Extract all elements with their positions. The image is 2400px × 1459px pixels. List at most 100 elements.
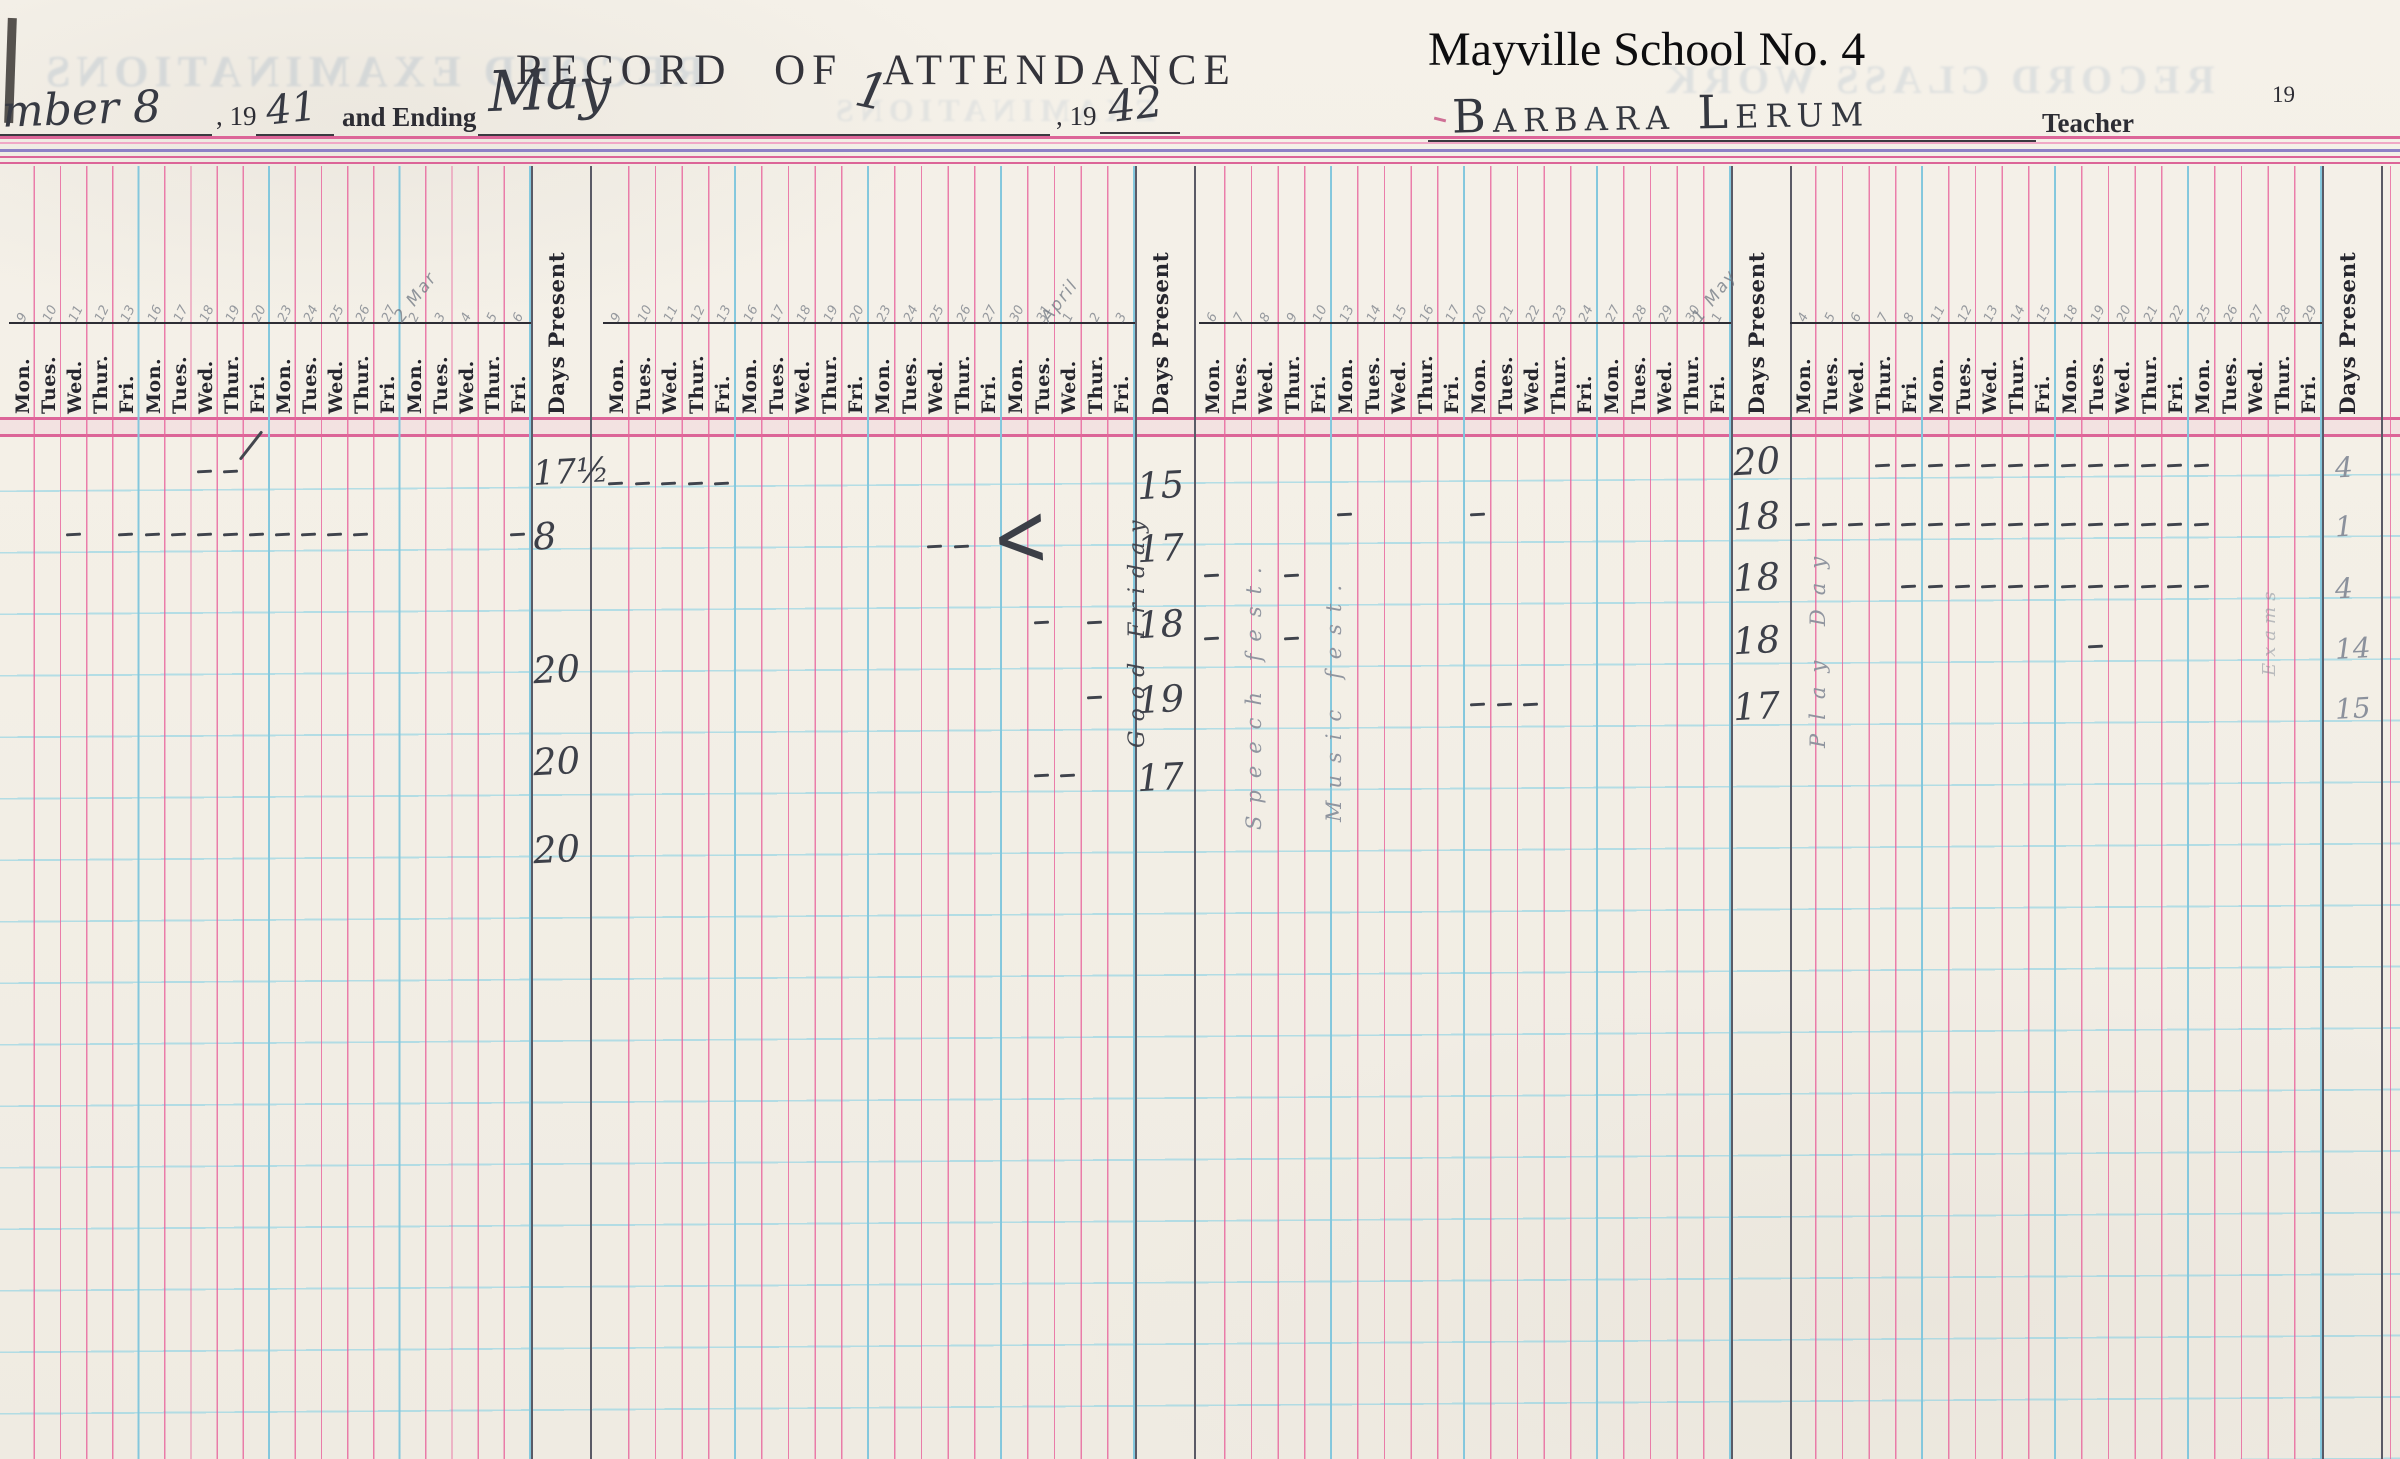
day-columns (603, 166, 1135, 1459)
days-present-value: 17½ (532, 450, 611, 494)
event-note: Exams (2258, 585, 2280, 676)
days-present-label: Days Present (545, 251, 570, 415)
days-present-value: 20 (1731, 438, 1782, 485)
days-present-value: 4 (2334, 571, 2354, 606)
day-label: Thur. (481, 354, 504, 414)
day-label: Tues. (1819, 355, 1842, 414)
day-label: Fri. (507, 375, 530, 414)
event-note: Play Day (1806, 542, 1831, 748)
day-label: Mon. (739, 357, 761, 414)
day-label: Wed. (2245, 360, 2268, 414)
day-label: Wed. (792, 360, 815, 414)
day-label: Thur. (818, 354, 841, 414)
teacher-name-handwriting: Barbara Lerum (1451, 82, 1871, 144)
days-present-column (531, 166, 592, 1459)
day-label: Mon. (2059, 357, 2081, 414)
days-present-label: Days Present (2336, 251, 2361, 415)
day-label: Thur. (685, 354, 708, 414)
day-label: Wed. (1058, 360, 1081, 414)
day-label: Mon. (1793, 357, 1815, 414)
day-label: Fri. (845, 375, 868, 414)
day-label: Tues. (38, 355, 61, 414)
day-label: Wed. (925, 360, 948, 414)
end-month-handwriting: May (486, 55, 612, 126)
day-label: Thur. (1872, 354, 1895, 414)
begin-date-blank-line (0, 134, 212, 136)
header-rule (1790, 322, 2322, 325)
teacher-label: Teacher (2042, 108, 2134, 138)
day-label: Wed. (1654, 360, 1677, 414)
day-label: Wed. (1521, 360, 1544, 414)
event-note: Good Friday (1124, 511, 1150, 748)
day-label: Mon. (1005, 357, 1027, 414)
day-label: Mon. (273, 357, 295, 414)
day-label: Fri. (1308, 375, 1331, 414)
days-present-column (2322, 166, 2383, 1459)
days-present-value: 18 (1731, 493, 1782, 540)
days-present-value: 14 (2334, 631, 2372, 666)
day-label: Tues. (898, 355, 921, 414)
day-label: Mon. (1468, 357, 1490, 414)
days-present-label: Days Present (1149, 251, 1174, 415)
day-label: Mon. (1926, 357, 1948, 414)
day-label: Tues. (429, 355, 452, 414)
header-rule (9, 322, 531, 325)
days-present-value: 20 (531, 646, 582, 693)
day-label: Tues. (765, 355, 788, 414)
days-present-value: 17 (1135, 754, 1186, 801)
day-label: Wed. (1979, 360, 2002, 414)
day-columns (1790, 166, 2322, 1459)
day-label: Thur. (90, 354, 113, 414)
days-present-value: 18 (1731, 617, 1782, 664)
day-label: Thur. (1414, 354, 1437, 414)
day-label: Tues. (2218, 355, 2241, 414)
day-label: Wed. (1846, 360, 1869, 414)
day-label: Thur. (2271, 354, 2294, 414)
days-present-value: 15 (2334, 691, 2372, 726)
day-label: Thur. (351, 354, 374, 414)
day-label: Fri. (978, 375, 1001, 414)
day-label: Wed. (659, 360, 682, 414)
day-label: Fri. (1899, 375, 1922, 414)
day-label: Tues. (299, 355, 322, 414)
day-label: Tues. (1361, 355, 1384, 414)
day-label: Fri. (712, 375, 735, 414)
day-label: Fri. (2032, 375, 2055, 414)
day-label: Tues. (1627, 355, 1650, 414)
event-note: Speech fest. (1242, 555, 1267, 830)
end-year-blank-line (1100, 132, 1180, 134)
day-label: Thur. (220, 354, 243, 414)
days-present-value: 20 (531, 826, 582, 873)
day-label: Mon. (606, 357, 628, 414)
day-label: Fri. (1707, 375, 1730, 414)
day-label: Mon. (1335, 357, 1357, 414)
angle-bracket-mark: < (989, 483, 1052, 592)
day-label: Fri. (1441, 375, 1464, 414)
begin-year-blank-line (256, 134, 334, 136)
and-ending-label: and Ending (342, 102, 477, 132)
day-label: Mon. (872, 357, 894, 414)
school-name: Mayville School No. 4 (1428, 23, 1866, 76)
day-columns (9, 166, 531, 1459)
day-label: Mon. (1202, 357, 1224, 414)
begin-date-handwriting: mber 8 (1, 81, 162, 138)
day-label: Fri. (116, 375, 139, 414)
grid-edge-line (2390, 166, 2392, 1459)
teacher-blank-line (1428, 140, 2036, 142)
printed-comma-19-end: , 19 (1056, 101, 1097, 131)
day-label: Thur. (1680, 354, 1703, 414)
day-label: Thur. (1281, 354, 1304, 414)
day-label: Mon. (12, 357, 34, 414)
days-present-label: Days Present (1745, 251, 1770, 415)
day-label: Wed. (1255, 360, 1278, 414)
day-label: Tues. (2085, 355, 2108, 414)
day-label: Tues. (1494, 355, 1517, 414)
days-present-value: 4 (2334, 450, 2354, 485)
day-label: Fri. (1574, 375, 1597, 414)
begin-year-handwriting: 41 (263, 83, 320, 135)
day-label: Fri. (2298, 375, 2321, 414)
day-label: Tues. (1952, 355, 1975, 414)
day-label: Fri. (2165, 375, 2188, 414)
printed-comma-19-begin: , 19 (216, 101, 257, 131)
header-rule (603, 322, 1135, 325)
